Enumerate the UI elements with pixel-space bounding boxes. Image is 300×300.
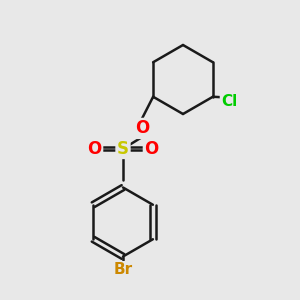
Text: O: O xyxy=(135,119,150,137)
Text: O: O xyxy=(144,140,159,158)
Text: O: O xyxy=(87,140,102,158)
Text: S: S xyxy=(117,140,129,158)
Text: Cl: Cl xyxy=(221,94,238,109)
Text: Br: Br xyxy=(113,262,133,278)
